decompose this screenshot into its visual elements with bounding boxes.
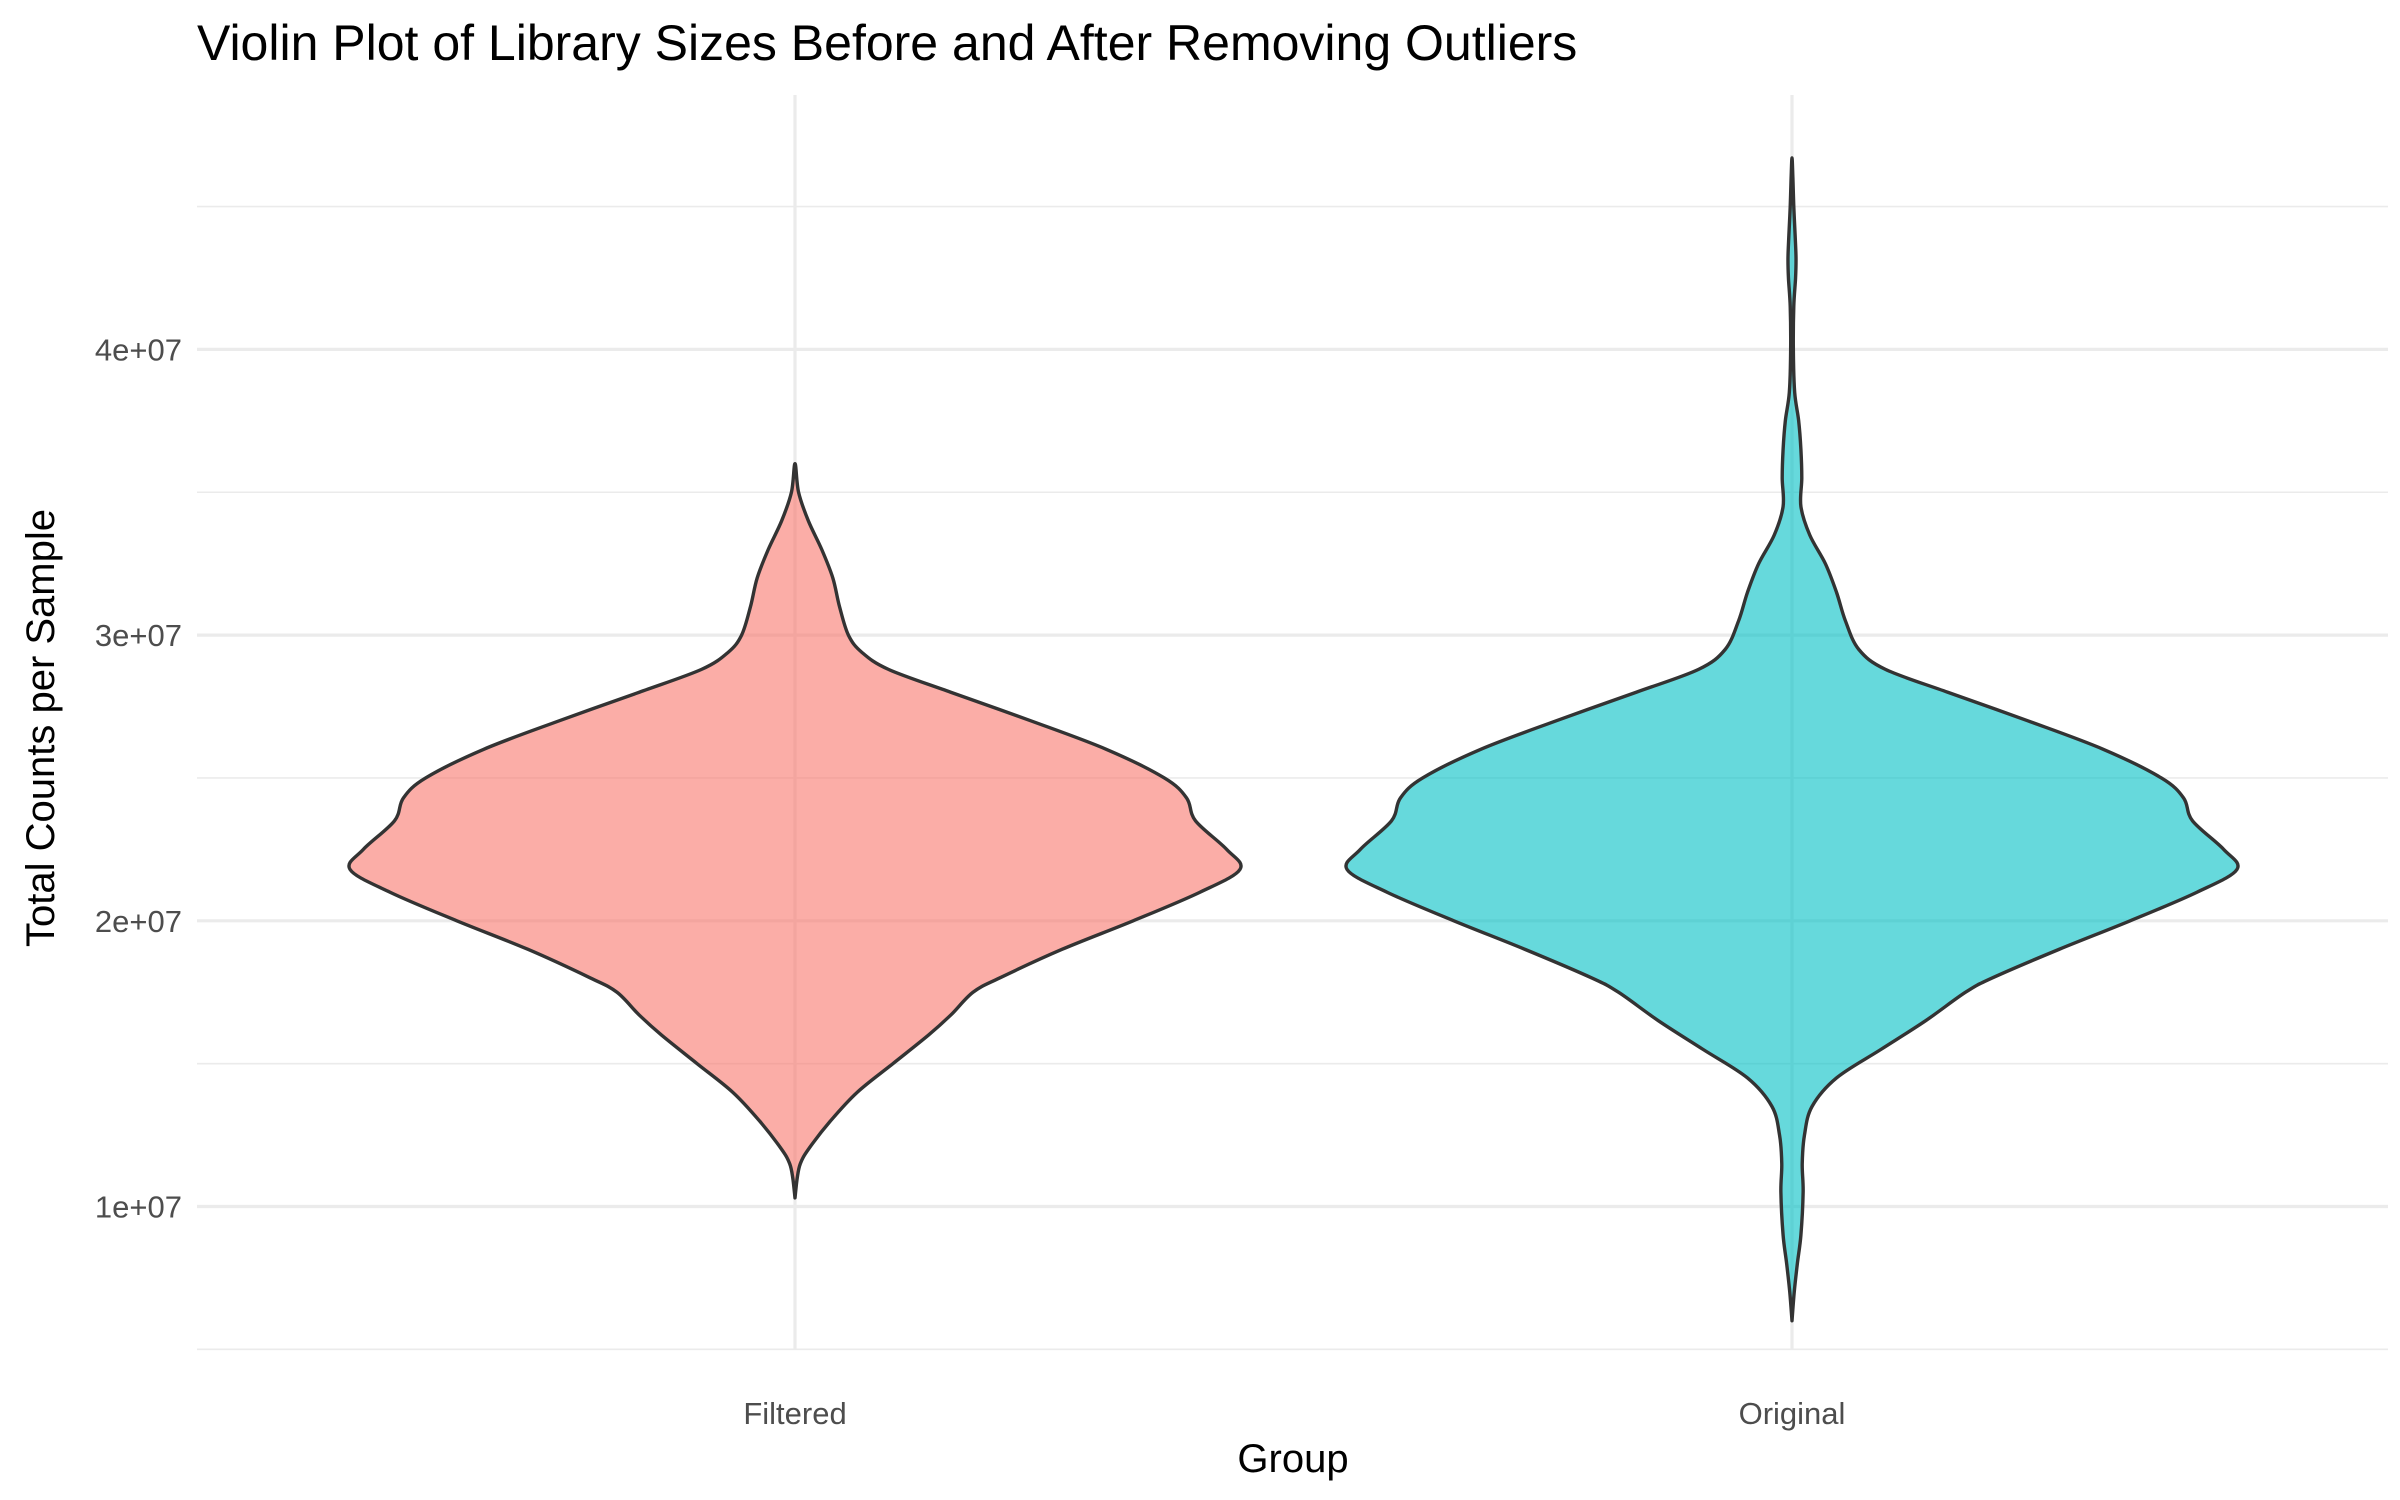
grid-lines bbox=[197, 95, 2388, 1351]
x-axis-title: Group bbox=[1237, 1437, 1348, 1481]
violin-filtered bbox=[347, 461, 1243, 1200]
violin-original bbox=[1344, 156, 2240, 1323]
chart-title: Violin Plot of Library Sizes Before and … bbox=[197, 15, 1577, 71]
y-tick-label-1: 2e+07 bbox=[95, 904, 182, 939]
y-tick-label-2: 3e+07 bbox=[95, 618, 182, 653]
y-tick-label-3: 4e+07 bbox=[95, 332, 182, 367]
y-tick-label-0: 1e+07 bbox=[95, 1190, 182, 1225]
violin-series bbox=[347, 156, 2240, 1323]
y-axis-title: Total Counts per Sample bbox=[19, 509, 63, 947]
axis-ticks: 1e+07 2e+07 3e+07 4e+07 Filtered Original bbox=[95, 332, 1845, 1431]
x-tick-label-filtered: Filtered bbox=[743, 1396, 846, 1431]
x-tick-label-original: Original bbox=[1739, 1396, 1846, 1431]
